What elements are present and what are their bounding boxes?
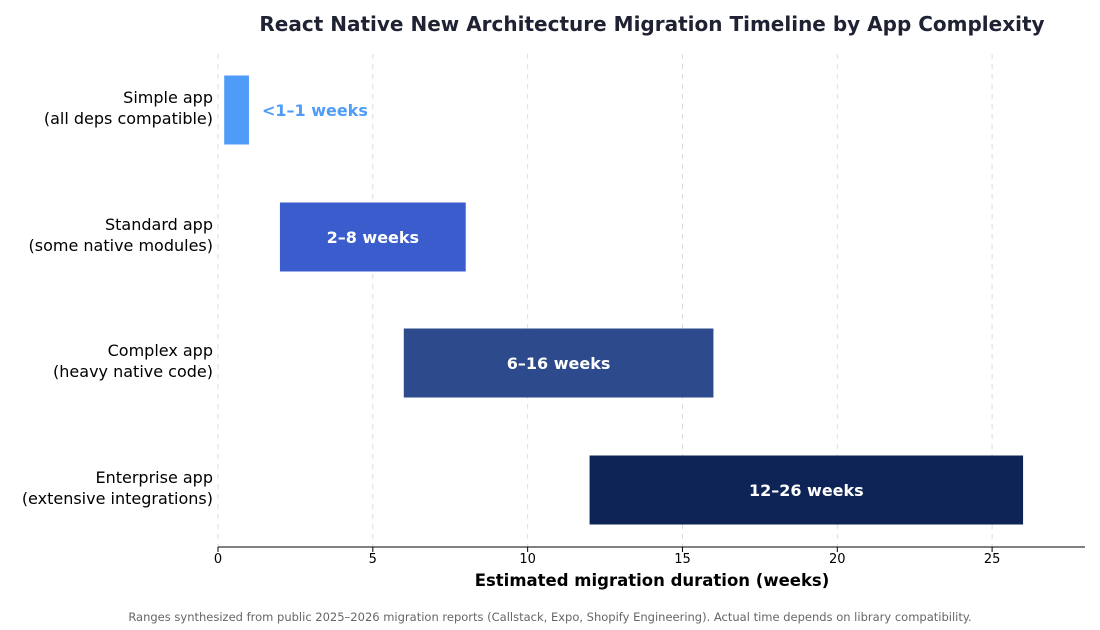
- y-category-label: Simple app: [123, 88, 213, 107]
- bar-value-label: 6–16 weeks: [507, 354, 611, 373]
- y-category-label: (all deps compatible): [44, 109, 213, 128]
- x-tick-label: 15: [674, 552, 691, 567]
- x-axis-ticks: 0 5 10 15 20 25: [214, 547, 1001, 567]
- y-category-label: Enterprise app: [95, 468, 213, 487]
- y-category-label: Standard app: [105, 215, 213, 234]
- bar-labels: <1–1 weeks 2–8 weeks 6–16 weeks 12–26 weeks: [262, 101, 864, 500]
- x-tick-label: 20: [829, 552, 846, 567]
- range-bar: [224, 75, 249, 145]
- y-category-label: Complex app: [108, 341, 213, 360]
- x-tick-label: 5: [369, 552, 377, 567]
- x-tick-label: 0: [214, 552, 222, 567]
- range-bar: [403, 328, 714, 398]
- bar-value-label: 2–8 weeks: [327, 228, 419, 247]
- category-labels: Simple app (all deps compatible) Standard …: [22, 88, 213, 508]
- y-category-label: (heavy native code): [53, 362, 213, 381]
- bar-value-label: 12–26 weeks: [749, 481, 864, 500]
- x-tick-label: 25: [984, 552, 1001, 567]
- bar-value-label: <1–1 weeks: [262, 101, 368, 120]
- x-tick-label: 10: [519, 552, 536, 567]
- range-bar: [589, 455, 1024, 525]
- y-category-label: (some native modules): [29, 236, 213, 255]
- source-footnote: Ranges synthesized from public 2025–2026…: [128, 610, 971, 624]
- x-axis-label: Estimated migration duration (weeks): [475, 571, 830, 590]
- chart-title: React Native New Architecture Migration …: [259, 12, 1044, 36]
- y-category-label: (extensive integrations): [22, 489, 213, 508]
- range-bars: [224, 75, 1024, 525]
- range-bar: [279, 202, 466, 272]
